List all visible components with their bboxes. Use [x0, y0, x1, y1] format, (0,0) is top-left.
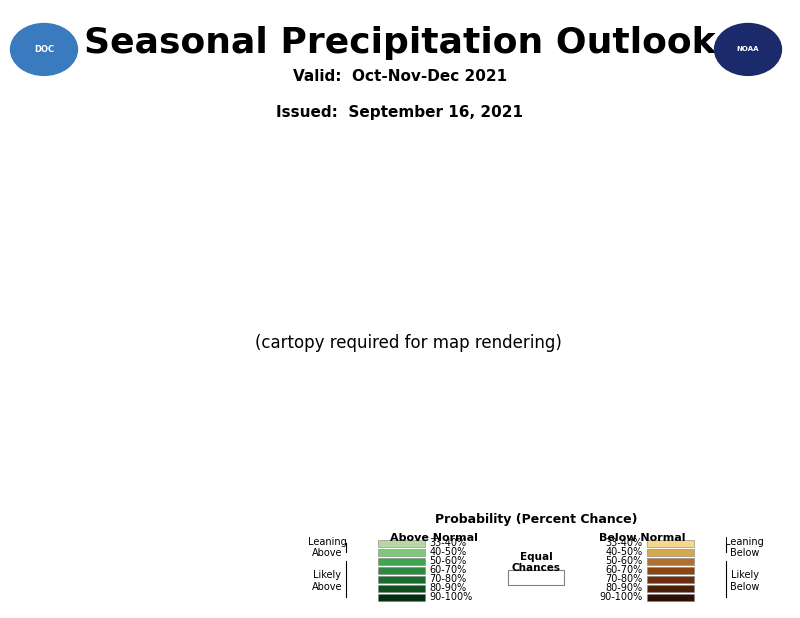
Text: Above Normal: Above Normal	[390, 533, 478, 543]
Text: 90-100%: 90-100%	[430, 592, 473, 602]
Text: Issued:  September 16, 2021: Issued: September 16, 2021	[277, 105, 523, 120]
FancyBboxPatch shape	[647, 549, 694, 556]
FancyBboxPatch shape	[647, 575, 694, 583]
Text: Likely
Below: Likely Below	[730, 570, 759, 592]
Text: 50-60%: 50-60%	[430, 556, 466, 566]
Text: Leaning
Below: Leaning Below	[726, 537, 764, 559]
Text: NOAA: NOAA	[737, 46, 759, 53]
Text: Likely
Above: Likely Above	[312, 570, 342, 592]
Text: 90-100%: 90-100%	[599, 592, 642, 602]
Text: 33-40%: 33-40%	[430, 538, 466, 548]
Text: Below Normal: Below Normal	[599, 533, 686, 543]
FancyBboxPatch shape	[378, 540, 425, 547]
Text: Probability (Percent Chance): Probability (Percent Chance)	[434, 513, 638, 526]
Text: DOC: DOC	[34, 45, 54, 54]
Circle shape	[11, 24, 77, 75]
Circle shape	[715, 24, 781, 75]
FancyBboxPatch shape	[378, 585, 425, 592]
Text: Seasonal Precipitation Outlook: Seasonal Precipitation Outlook	[84, 26, 716, 60]
FancyBboxPatch shape	[378, 593, 425, 601]
FancyBboxPatch shape	[378, 575, 425, 583]
Text: 80-90%: 80-90%	[606, 583, 642, 593]
Text: Leaning
Above: Leaning Above	[308, 537, 346, 559]
Text: 40-50%: 40-50%	[606, 547, 642, 557]
FancyBboxPatch shape	[647, 567, 694, 574]
Text: 70-80%: 70-80%	[606, 574, 642, 584]
FancyBboxPatch shape	[647, 585, 694, 592]
FancyBboxPatch shape	[647, 593, 694, 601]
FancyBboxPatch shape	[378, 567, 425, 574]
Text: Valid:  Oct-Nov-Dec 2021: Valid: Oct-Nov-Dec 2021	[293, 69, 507, 85]
FancyBboxPatch shape	[508, 570, 564, 585]
FancyBboxPatch shape	[647, 557, 694, 565]
Text: (cartopy required for map rendering): (cartopy required for map rendering)	[254, 334, 562, 352]
Text: 70-80%: 70-80%	[430, 574, 466, 584]
Text: 80-90%: 80-90%	[430, 583, 466, 593]
Text: Equal
Chances: Equal Chances	[511, 552, 561, 574]
FancyBboxPatch shape	[378, 549, 425, 556]
FancyBboxPatch shape	[378, 557, 425, 565]
Text: 40-50%: 40-50%	[430, 547, 466, 557]
FancyBboxPatch shape	[647, 540, 694, 547]
Text: 50-60%: 50-60%	[606, 556, 642, 566]
Text: 60-70%: 60-70%	[606, 565, 642, 575]
Text: 60-70%: 60-70%	[430, 565, 466, 575]
Text: 33-40%: 33-40%	[606, 538, 642, 548]
